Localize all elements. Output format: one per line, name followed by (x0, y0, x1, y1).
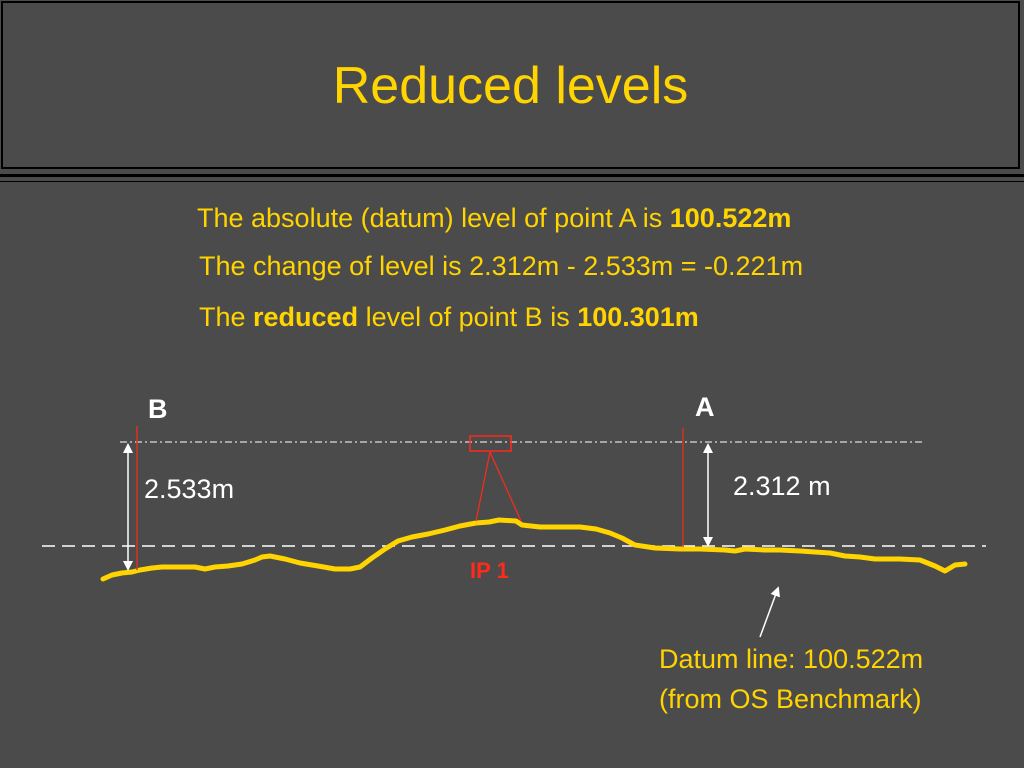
datum-label-line2: (from OS Benchmark) (659, 684, 922, 714)
ground-profile (100, 517, 968, 582)
datum-label-line1: Datum line: 100.522m (659, 644, 924, 674)
reduced-level-emphasis: reduced (253, 302, 359, 332)
reduced-level-line: The reduced level of point B is 100.301m (199, 302, 699, 333)
absolute-level-line: The absolute (datum) level of point A is… (197, 203, 791, 234)
staff-reading-a: 2.312 m (733, 471, 831, 501)
title-box: Reduced levels (1, 1, 1020, 169)
label-point-b: B (148, 394, 168, 424)
reduced-level-prefix: The (199, 302, 254, 332)
slide-title: Reduced levels (332, 57, 689, 115)
staff-reading-b: 2.533m (144, 474, 235, 504)
change-of-level-line: The change of level is 2.312m - 2.533m =… (199, 251, 804, 281)
divider-thin (0, 181, 1024, 182)
level-instrument (469, 435, 512, 452)
datum-pointer-arrow (759, 586, 780, 638)
absolute-level-text: The absolute (datum) level of point A is (197, 203, 670, 233)
label-point-a: A (695, 392, 715, 422)
reduced-level-mid: level of point B is (358, 302, 578, 332)
divider-thick (0, 174, 1024, 177)
tripod-leg-left (475, 451, 491, 522)
absolute-level-value: 100.522m (669, 203, 792, 233)
reduced-level-value: 100.301m (577, 302, 699, 332)
instrument-label: IP 1 (470, 558, 509, 583)
tripod-leg-right (489, 451, 522, 522)
